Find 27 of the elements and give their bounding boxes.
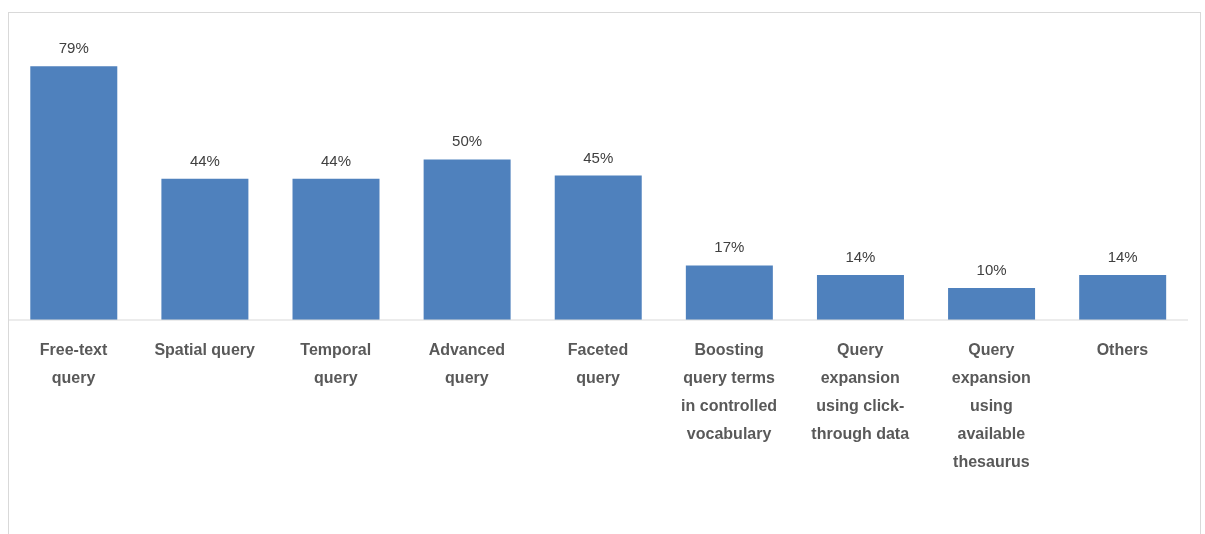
bar	[685, 265, 773, 320]
bar	[816, 275, 904, 320]
x-tick-label: Others	[1096, 341, 1149, 358]
bar	[554, 175, 642, 320]
x-tick-label: Spatial query	[154, 341, 255, 358]
bar	[948, 287, 1036, 320]
bar	[30, 66, 118, 320]
bar	[423, 159, 511, 320]
data-label: 45%	[583, 148, 614, 166]
bar	[292, 178, 380, 320]
x-tick-label: Temporal query	[300, 341, 372, 386]
data-label: 44%	[189, 151, 220, 169]
x-tick-label: Advanced query	[428, 341, 506, 386]
x-tick-label: Query expansion using available thesaurus	[951, 341, 1031, 470]
x-tick-label: Boosting query terms in controlled vocabulary	[681, 341, 778, 442]
data-label: 17%	[714, 238, 745, 256]
x-tick-label: Faceted query	[567, 341, 629, 386]
data-label: 10%	[976, 260, 1007, 278]
data-label: 50%	[452, 132, 483, 150]
data-label: 79%	[58, 39, 89, 57]
x-tick-label: Query expansion using click-through data	[811, 341, 910, 442]
bar	[1079, 275, 1167, 320]
x-tick-label: Free-text query	[39, 341, 109, 386]
data-label: 14%	[1107, 248, 1138, 266]
data-label: 44%	[321, 151, 352, 169]
data-label: 14%	[845, 248, 876, 266]
bar	[161, 178, 249, 320]
